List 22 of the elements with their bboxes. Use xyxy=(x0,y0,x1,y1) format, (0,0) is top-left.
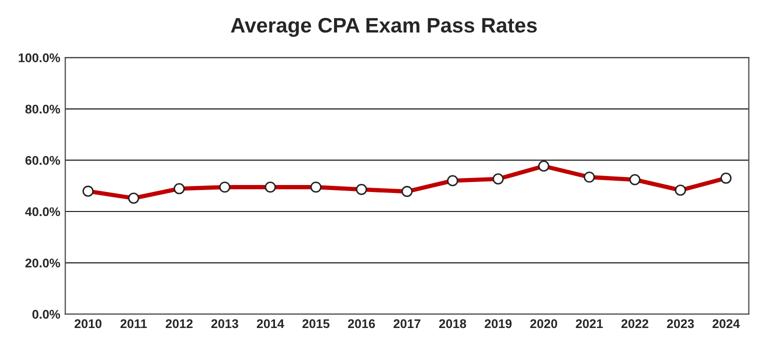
y-tick-label: 60.0% xyxy=(25,156,60,165)
x-tick-label: 2015 xyxy=(302,319,330,328)
y-tick-label: 80.0% xyxy=(25,104,60,114)
y-tick-label: 20.0% xyxy=(25,258,60,268)
x-tick-label: 2011 xyxy=(120,319,147,328)
x-tick-label: 2021 xyxy=(576,319,603,328)
x-tick-label: 2023 xyxy=(666,319,694,328)
x-tick-label: 2022 xyxy=(621,319,648,328)
x-tick-label: 2016 xyxy=(348,319,375,328)
y-tick-label: 40.0% xyxy=(25,207,60,216)
chart-title: Average CPA Exam Pass Rates xyxy=(230,18,537,37)
x-tick-label: 2013 xyxy=(211,319,238,328)
x-tick-label: 2010 xyxy=(74,319,102,328)
x-tick-label: 2014 xyxy=(256,319,284,328)
x-tick-label: 2019 xyxy=(484,319,512,328)
x-tick-label: 2020 xyxy=(530,319,558,328)
x-tick-label: 2018 xyxy=(439,319,466,328)
x-tick-label: 2012 xyxy=(166,319,193,328)
y-tick-label: 0.0% xyxy=(32,310,60,319)
x-tick-label: 2017 xyxy=(394,319,420,328)
x-tick-label: 2024 xyxy=(712,319,740,328)
y-tick-label: 100.0% xyxy=(18,53,60,62)
